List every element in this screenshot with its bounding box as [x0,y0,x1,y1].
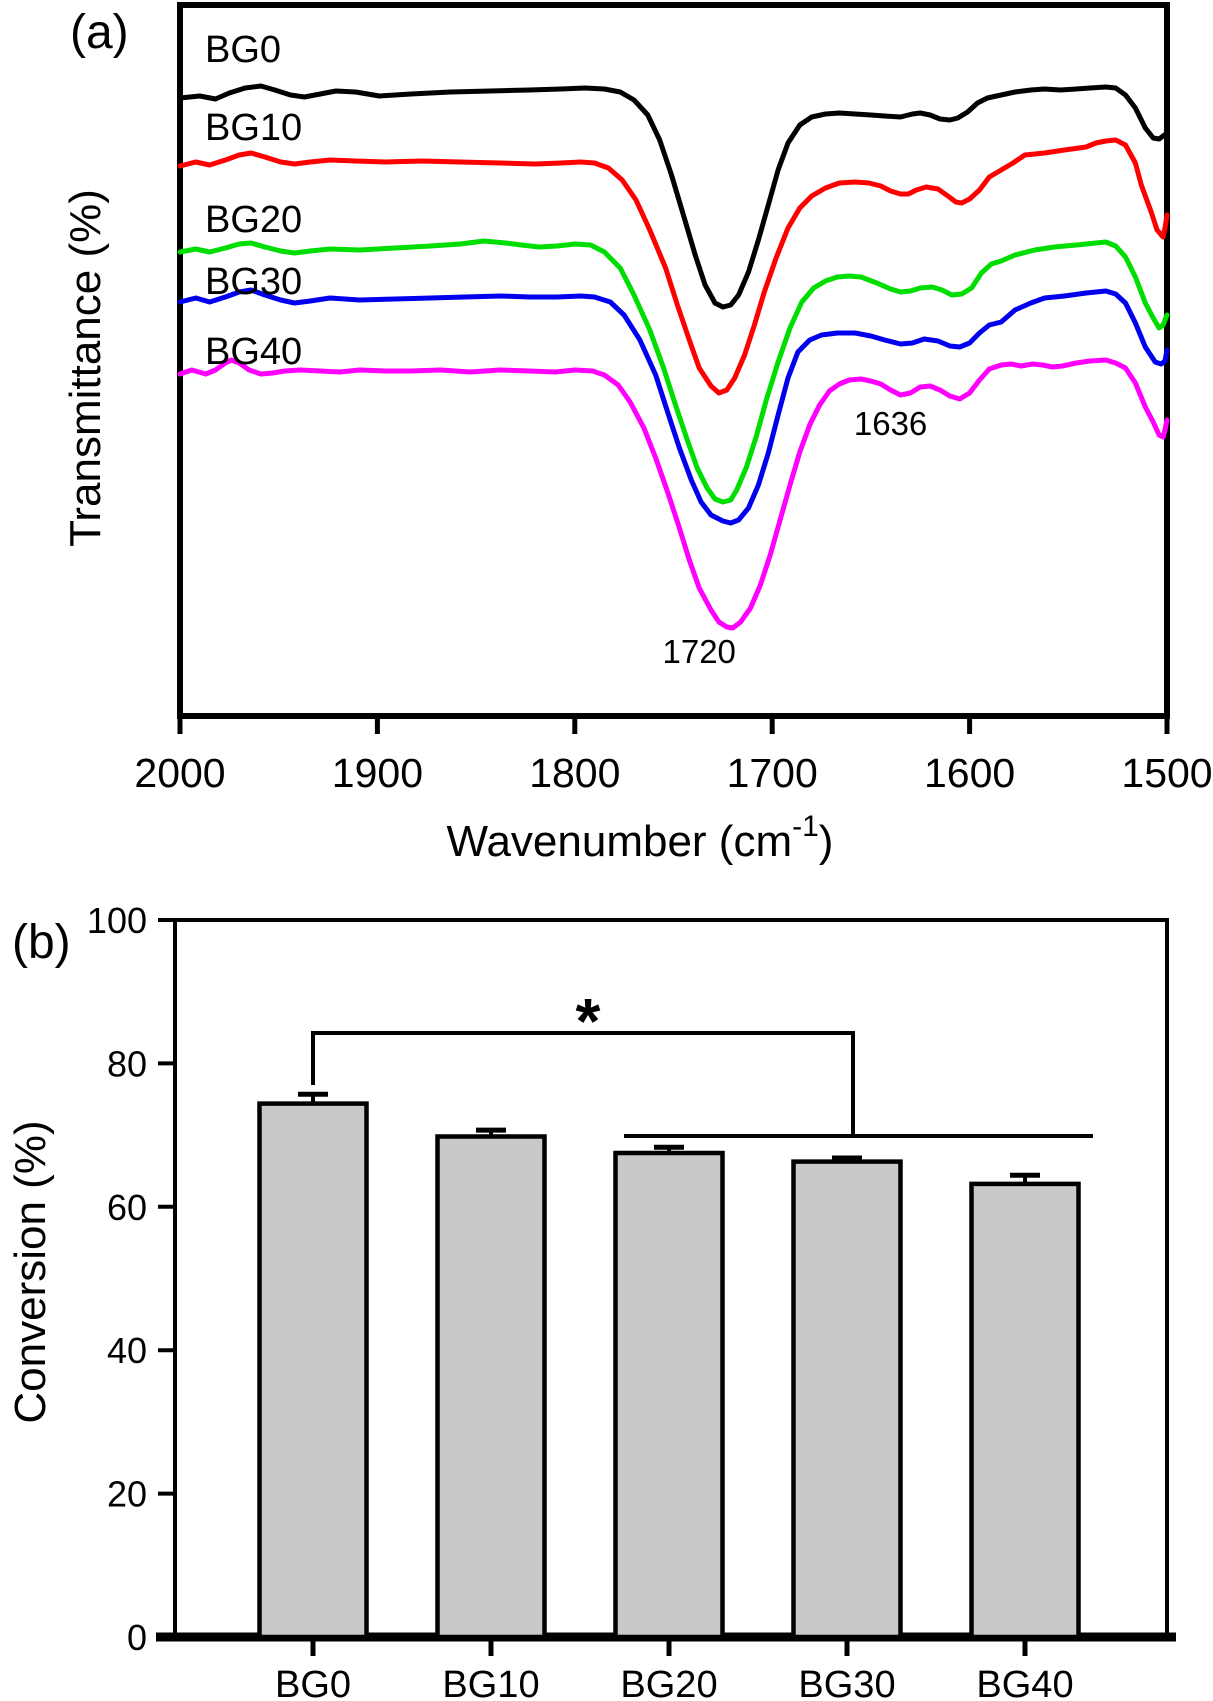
panel-a-x-ticks: 2000 1900 1800 1700 1600 1500 [134,719,1213,796]
y-tick-label-60: 60 [107,1187,147,1228]
panel-b-letter: (b) [12,916,71,969]
spectrum-BG0 [177,83,1170,310]
series-label-BG40: BG40 [205,331,302,373]
panel-b: 0 20 40 60 80 100 BG0 BG10 BG20 BG30 BG40 * (b) C… [6,900,1176,1701]
x-tick-label-1500: 1500 [1121,750,1212,796]
y-tick-label-0: 0 [127,1617,147,1658]
series-label-BG30: BG30 [205,261,302,303]
x-tick-label-1900: 1900 [332,750,423,796]
panel-a: BG0 BG10 BG20 BG30 BG40 1720 1636 2000 1900 180… [61,2,1213,866]
panel-a-y-axis-title: Transmittance (%) [61,189,110,547]
panel-a-x-axis-title: Wavenumber (cm-1) [447,810,834,866]
series-label-BG0: BG0 [205,29,281,71]
x-title-main: Wavenumber (cm [447,817,793,866]
significance-asterisk: * [576,985,601,1057]
x-tick-label-2000: 2000 [134,750,225,796]
panel-a-plot-frame [177,2,1170,719]
significance-bracket [311,1031,1093,1138]
series-label-BG20: BG20 [205,199,302,241]
category-label-BG20: BG20 [620,1664,717,1701]
y-tick-label-20: 20 [107,1474,147,1515]
x-title-superscript: -1 [792,810,819,843]
x-tick-label-1600: 1600 [924,750,1015,796]
spectrum-BG20 [177,238,1170,505]
y-tick-label-80: 80 [107,1043,147,1084]
spectrum-BG10 [177,137,1170,396]
peak-annotations: 1720 1636 [662,405,927,670]
spectrum-BG40 [177,357,1170,631]
panel-b-y-axis-title: Conversion (%) [6,1120,55,1423]
panel-a-letter: (a) [70,6,129,59]
spectra-curves [177,83,1170,631]
bar-BG0 [257,1101,369,1640]
category-label-BG30: BG30 [798,1664,895,1701]
category-label-BG10: BG10 [442,1664,539,1701]
panel-b-category-ticks: BG0 BG10 BG20 BG30 BG40 [275,1641,1074,1701]
bar-BG10 [435,1134,547,1640]
category-label-BG40: BG40 [976,1664,1073,1701]
y-tick-label-100: 100 [87,900,147,941]
bar-BG30 [791,1159,903,1640]
peak-annotation-1636: 1636 [854,405,927,442]
category-label-BG0: BG0 [275,1664,351,1701]
peak-annotation-1720: 1720 [662,633,735,670]
bracket-line [311,1031,855,1136]
panel-b-y-ticks: 0 20 40 60 80 100 [87,900,175,1658]
bar-BG40 [969,1181,1081,1640]
x-tick-label-1700: 1700 [727,750,818,796]
bars [257,1101,1081,1640]
x-tick-label-1800: 1800 [529,750,620,796]
spectrum-BG30 [177,287,1170,526]
bar-BG20 [613,1150,725,1640]
series-label-BG10: BG10 [205,107,302,149]
y-tick-label-40: 40 [107,1330,147,1371]
spectra-series-labels: BG0 BG10 BG20 BG30 BG40 [205,29,302,373]
error-bars [298,1091,1040,1184]
x-title-close: ) [819,817,834,866]
